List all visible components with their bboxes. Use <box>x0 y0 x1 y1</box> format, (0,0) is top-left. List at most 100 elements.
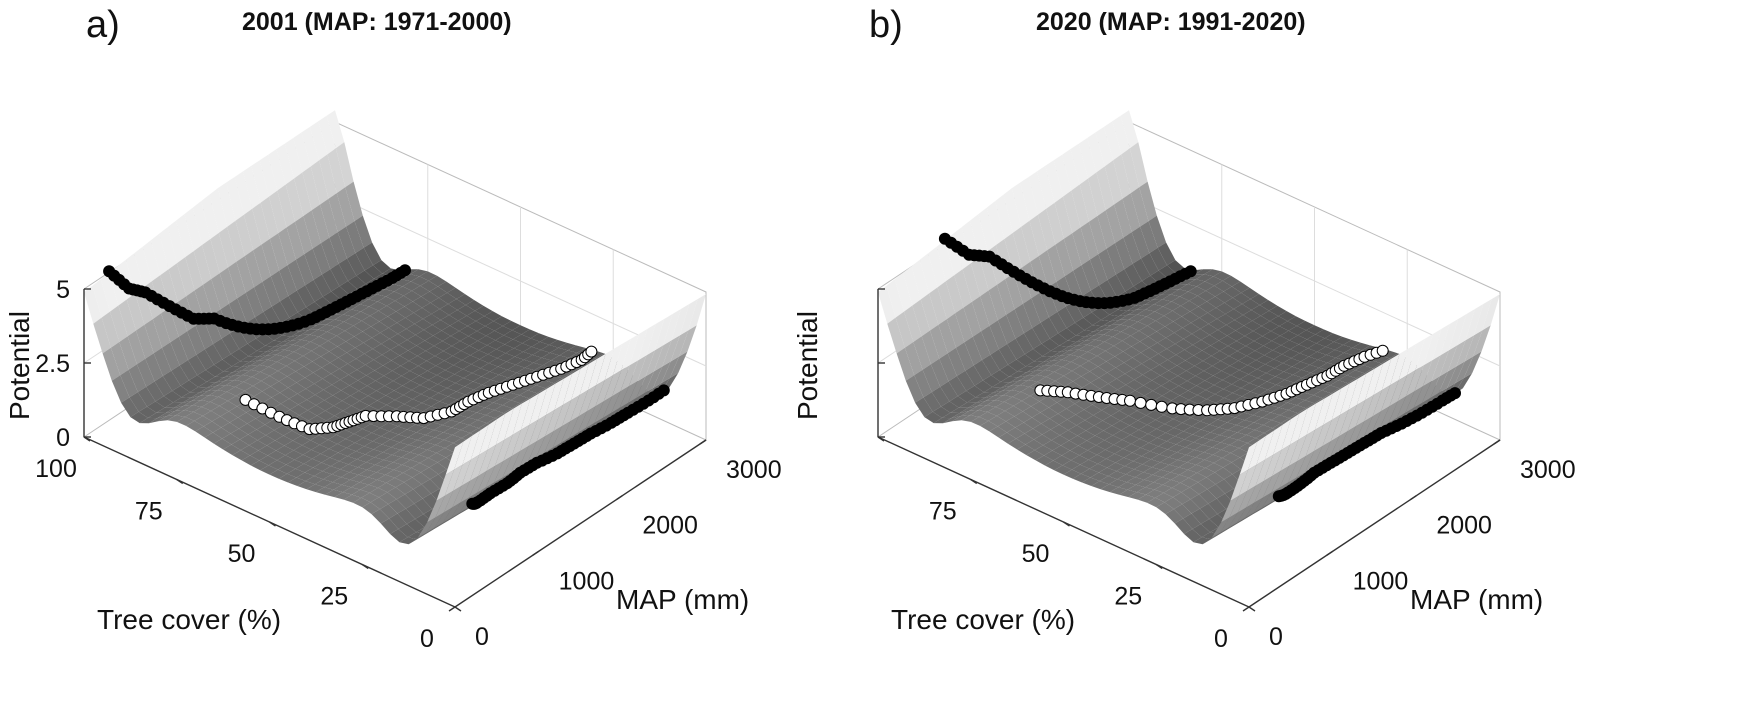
surface-patch <box>120 369 138 398</box>
surface-patch <box>185 251 203 291</box>
surface-patch <box>1186 449 1204 458</box>
surface-patch <box>1201 334 1219 346</box>
surface-patch <box>596 348 614 385</box>
surface-patch <box>1072 473 1091 483</box>
surface-patch <box>309 329 328 337</box>
surface-patch <box>425 345 444 356</box>
surface-patch <box>1250 294 1269 305</box>
surface-patch <box>662 335 680 367</box>
surface-patch <box>493 316 512 326</box>
surface-patch <box>257 350 276 357</box>
surface-patch <box>1308 351 1327 360</box>
surface-patch <box>421 397 440 407</box>
surface-patch <box>1015 422 1033 434</box>
surface-patch <box>620 360 639 392</box>
surface-patch <box>379 504 398 519</box>
surface-patch <box>1310 367 1329 376</box>
surface-patch <box>259 154 278 197</box>
surface-patch <box>1221 365 1240 376</box>
surface-patch <box>554 373 573 410</box>
surface-patch <box>339 363 357 375</box>
surface-patch <box>1077 430 1096 441</box>
surface-patch <box>1037 208 1056 251</box>
surface-patch <box>304 467 323 476</box>
surface-patch <box>920 293 939 331</box>
surface-patch <box>1183 513 1201 529</box>
surface-patch <box>1134 374 1152 386</box>
surface-patch <box>390 529 408 543</box>
surface-patch <box>1130 429 1149 439</box>
surface-patch <box>386 300 405 312</box>
surface-patch <box>1338 426 1356 453</box>
surface-patch <box>298 399 317 411</box>
surface-patch <box>1180 477 1199 488</box>
surface-patch <box>1252 502 1271 515</box>
surface-patch <box>1059 340 1077 347</box>
surface-patch <box>436 448 455 458</box>
surface-patch <box>1004 396 1022 406</box>
surface-patch <box>1190 306 1208 318</box>
surface-patch <box>373 444 392 453</box>
surface-patch <box>915 397 933 418</box>
surface-patch <box>515 359 534 368</box>
surface-patch <box>1129 420 1148 430</box>
surface-patch <box>1213 457 1232 468</box>
surface-patch <box>507 364 525 373</box>
surface-patch <box>204 432 223 444</box>
surface-patch <box>260 465 278 475</box>
surface-patch <box>332 390 351 401</box>
surface-patch <box>322 373 341 385</box>
surface-patch <box>1259 300 1278 311</box>
surface-patch <box>654 340 672 372</box>
surface-patch <box>546 378 564 415</box>
surface-patch <box>1231 281 1250 293</box>
surface-patch <box>611 386 629 413</box>
surface-patch <box>382 447 401 455</box>
surface-patch <box>1300 356 1319 365</box>
surface-patch <box>1124 263 1142 287</box>
surface-patch <box>255 333 274 346</box>
surface-patch <box>1247 360 1266 370</box>
surface-patch <box>1024 428 1043 440</box>
y-axis-label: MAP (mm) <box>1410 584 1544 615</box>
surface-patch <box>420 467 439 480</box>
surface-patch <box>183 400 201 406</box>
surface-patch <box>1149 247 1167 271</box>
z-tick-label: 0 <box>56 424 70 452</box>
surface-patch <box>1197 290 1216 302</box>
surface-patch <box>1320 377 1339 386</box>
surface-patch <box>1040 317 1059 339</box>
surface-patch <box>1120 415 1138 426</box>
surface-patch <box>226 177 244 221</box>
surface-patch <box>371 321 389 333</box>
surface-patch <box>469 340 487 351</box>
surface-patch <box>387 311 406 323</box>
surface-patch <box>1271 415 1290 424</box>
surface-patch <box>357 375 376 386</box>
surface-patch <box>978 405 996 412</box>
surface-patch <box>521 393 539 430</box>
surface-patch <box>1035 364 1054 371</box>
surface-patch <box>921 330 940 365</box>
surface-patch <box>1157 242 1176 266</box>
surface-patch <box>545 404 563 437</box>
surface-patch <box>1203 365 1222 376</box>
surface-patch <box>237 292 255 323</box>
surface-patch <box>1046 202 1064 245</box>
surface-patch <box>302 440 320 450</box>
surface-patch <box>302 166 321 211</box>
surface-patch <box>514 351 533 360</box>
surface-patch <box>1249 378 1267 387</box>
surface-patch <box>1187 279 1205 287</box>
surface-patch <box>443 502 461 523</box>
surface-patch <box>966 385 984 398</box>
surface-patch <box>411 385 430 395</box>
surface-patch <box>372 343 391 355</box>
surface-patch <box>1157 432 1175 442</box>
surface-patch <box>1219 522 1237 535</box>
surface-patch <box>1239 441 1258 475</box>
surface-patch <box>486 439 505 471</box>
surface-patch <box>1313 441 1331 468</box>
surface-patch <box>174 400 192 408</box>
